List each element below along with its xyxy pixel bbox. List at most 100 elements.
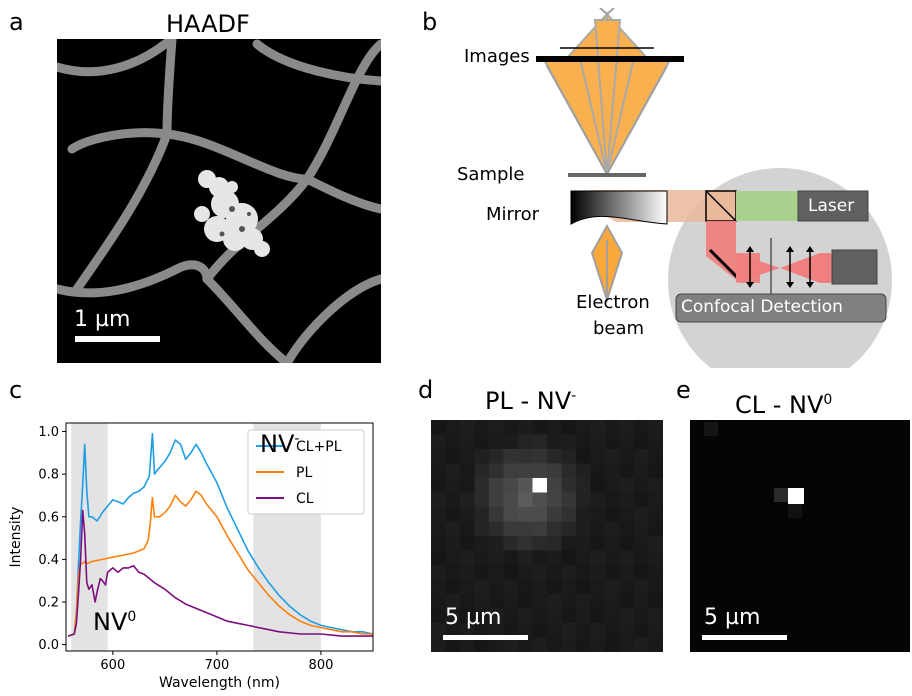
pl-pixel	[576, 420, 591, 435]
y-tick-label: 0.0	[38, 638, 59, 653]
images-label: Images	[464, 46, 530, 67]
pl-pixel	[460, 478, 475, 493]
pl-pixel	[489, 536, 504, 551]
pl-pixel	[619, 420, 635, 435]
pl-pixel	[561, 463, 577, 479]
pl-pixel	[518, 449, 533, 464]
pl-pixel	[503, 594, 519, 609]
pl-pixel	[532, 594, 548, 609]
confocal-detection-box	[675, 293, 887, 323]
pl-pixel	[532, 565, 548, 580]
pl-pixel	[431, 565, 446, 580]
pl-pixel	[474, 594, 490, 609]
pl-pixel	[503, 507, 519, 522]
pl-pixel	[605, 521, 620, 537]
pl-pixel	[532, 463, 548, 479]
pl-pixel	[489, 434, 504, 450]
pl-pixel	[605, 608, 620, 624]
pl-pixel	[590, 478, 606, 493]
pl-pixel	[619, 536, 635, 551]
pl-pixel	[648, 579, 663, 595]
legend-box	[247, 429, 365, 515]
pl-pixel	[503, 420, 519, 435]
pl-pixel	[489, 449, 504, 464]
pl-pixel	[518, 463, 533, 479]
pl-pixel	[619, 463, 635, 479]
pl-pixel	[503, 434, 519, 450]
pl-pixel	[489, 637, 504, 652]
pl-pixel	[634, 536, 649, 551]
pl-pixel	[503, 623, 519, 638]
pl-pixel	[431, 637, 446, 652]
pl-pixel	[503, 579, 519, 595]
pl-pixel	[445, 420, 461, 435]
pl-pixel	[503, 478, 519, 493]
pl-pixel	[648, 521, 663, 537]
pl-pixel	[503, 521, 519, 537]
pl-pixel	[561, 565, 577, 580]
pl-pixel	[489, 478, 504, 493]
pl-pixel	[431, 579, 446, 595]
nv-minus-sup: -	[294, 431, 300, 447]
pl-pixel	[634, 449, 649, 464]
pl-pixel	[605, 536, 620, 551]
pl-pixel	[561, 594, 577, 609]
pl-pixel	[431, 449, 446, 464]
pl-pixel	[547, 565, 562, 580]
pl-pixel	[648, 492, 663, 508]
pl-pixel	[547, 434, 562, 450]
pl-pixel	[474, 420, 490, 435]
pl-pixel	[648, 550, 663, 566]
pl-pixel	[474, 507, 490, 522]
pl-pixel	[605, 492, 620, 508]
mirror-label: Mirror	[486, 204, 540, 225]
pl-pixel	[619, 507, 635, 522]
pl-pixel	[503, 449, 519, 464]
pl-pixel	[431, 492, 446, 508]
pl-pixel	[605, 565, 620, 580]
cl-map-title: CL - NV0	[735, 388, 832, 417]
pl-pixel	[489, 579, 504, 595]
series-lines	[67, 432, 374, 637]
pl-pixel	[489, 507, 504, 522]
y-tick-label: 0.6	[38, 510, 59, 525]
pl-pixel	[503, 637, 519, 652]
pl-pixel	[590, 507, 606, 522]
pl-pixel	[518, 478, 533, 493]
panel-letter-a: a	[9, 8, 24, 36]
cl-map-image	[690, 420, 910, 652]
pl-pixel	[576, 637, 591, 652]
pl-pixel	[460, 550, 475, 566]
pl-pixel	[445, 478, 461, 493]
pl-pixel	[532, 478, 548, 493]
pl-pixel	[590, 623, 606, 638]
setup-schematic	[536, 8, 892, 368]
pl-pixel	[634, 492, 649, 508]
pl-pixel	[648, 594, 663, 609]
pl-pixel	[503, 492, 519, 508]
pl-pixel	[634, 594, 649, 609]
pl-pixel	[445, 536, 461, 551]
pl-pixel	[648, 463, 663, 479]
pl-pixel	[474, 579, 490, 595]
pl-pixel	[576, 536, 591, 551]
x-axis-label: Wavelength (nm)	[159, 675, 280, 691]
pl-pixel	[605, 579, 620, 595]
pl-pixel	[619, 449, 635, 464]
pl-pixel	[561, 608, 577, 624]
pl-pixel	[518, 550, 533, 566]
pl-pixel	[518, 623, 533, 638]
pl-pixel	[460, 579, 475, 595]
pl-pixel	[648, 507, 663, 522]
pl-pixel	[576, 521, 591, 537]
pl-scalebar	[443, 635, 528, 640]
x-tick-label: 800	[309, 658, 334, 673]
pl-pixel	[634, 608, 649, 624]
pl-pixel	[532, 521, 548, 537]
pl-pixel	[489, 550, 504, 566]
pl-pixel	[648, 478, 663, 493]
legend: CL+PL PL CL	[247, 429, 365, 515]
pl-pixel	[460, 507, 475, 522]
pl-pixel	[532, 420, 548, 435]
pl-pixel	[605, 434, 620, 450]
